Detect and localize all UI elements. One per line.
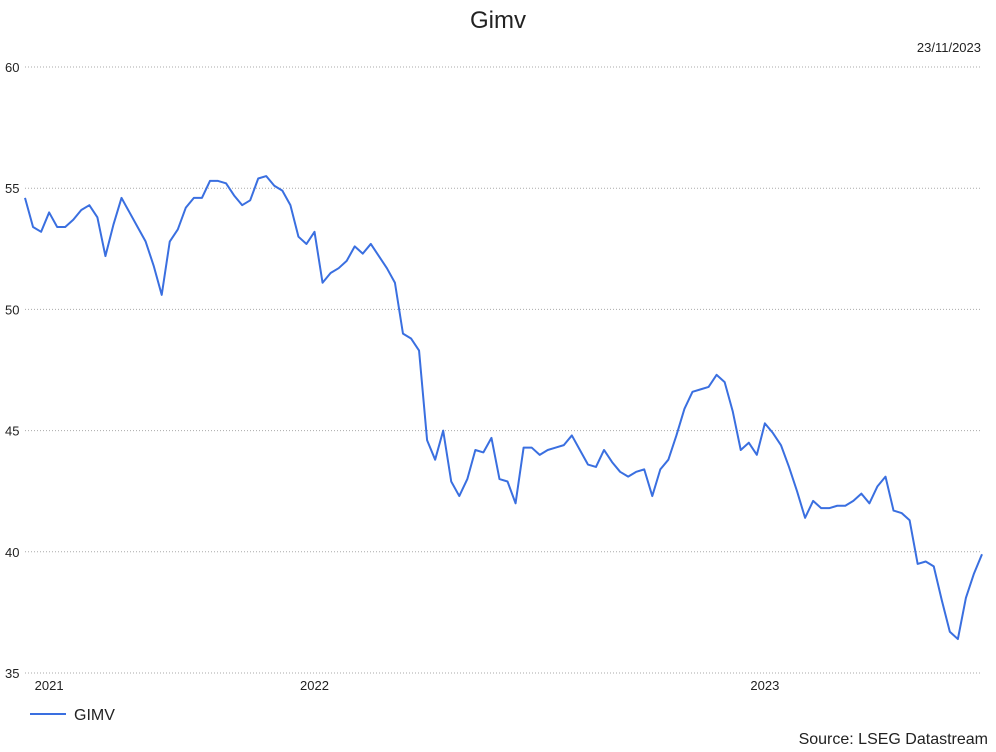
- date-label: 23/11/2023: [917, 40, 981, 55]
- legend-label: GIMV: [74, 707, 115, 724]
- y-tick-label: 50: [5, 302, 19, 317]
- y-tick-label: 35: [5, 666, 19, 681]
- y-tick-label: 45: [5, 424, 19, 439]
- source-label: Source: LSEG Datastream: [799, 731, 988, 747]
- y-tick-label: 40: [5, 545, 19, 560]
- x-tick-label: 2023: [750, 678, 779, 693]
- data-line: [24, 175, 983, 641]
- x-tick-label: 2021: [35, 678, 64, 693]
- y-tick-label: 55: [5, 181, 19, 196]
- y-tick-label: 60: [5, 60, 19, 75]
- x-tick-label: 2022: [300, 678, 329, 693]
- chart-title: Gimv: [470, 7, 526, 34]
